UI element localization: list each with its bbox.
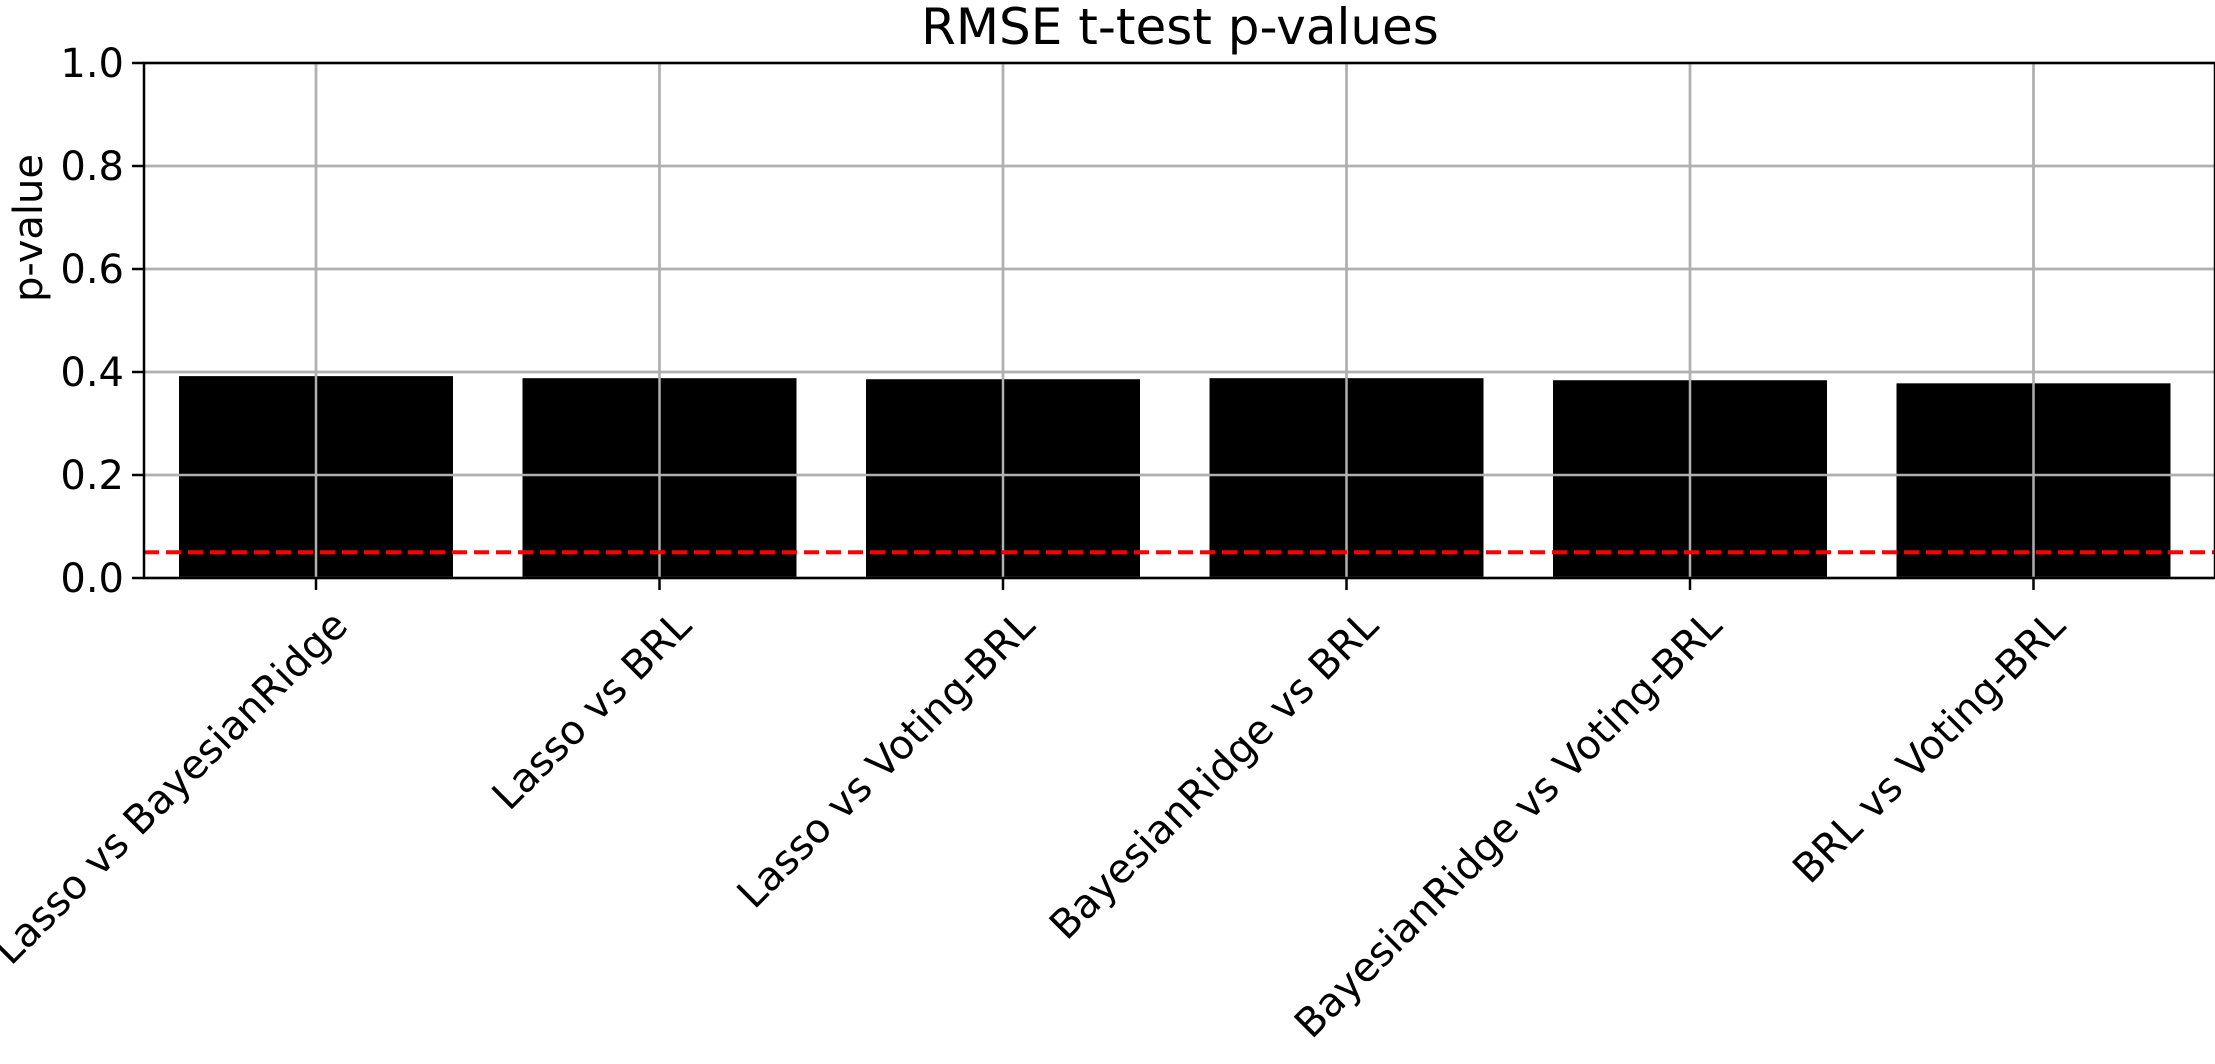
y-tick-label-0: 0.0 — [60, 556, 124, 602]
y-axis-label: p-value — [6, 154, 52, 302]
y-tick-label-1: 0.2 — [60, 453, 124, 499]
y-tick-label-5: 1.0 — [60, 41, 124, 87]
y-tick-label-3: 0.6 — [60, 247, 124, 293]
y-axis-ticks: 0.0 0.2 0.4 0.6 0.8 1.0 — [60, 41, 144, 602]
y-tick-label-2: 0.4 — [60, 350, 124, 396]
plot-frame — [142, 61, 2215, 580]
chart-title: RMSE t-test p-values — [921, 0, 1439, 56]
y-tick-label-4: 0.8 — [60, 144, 124, 190]
